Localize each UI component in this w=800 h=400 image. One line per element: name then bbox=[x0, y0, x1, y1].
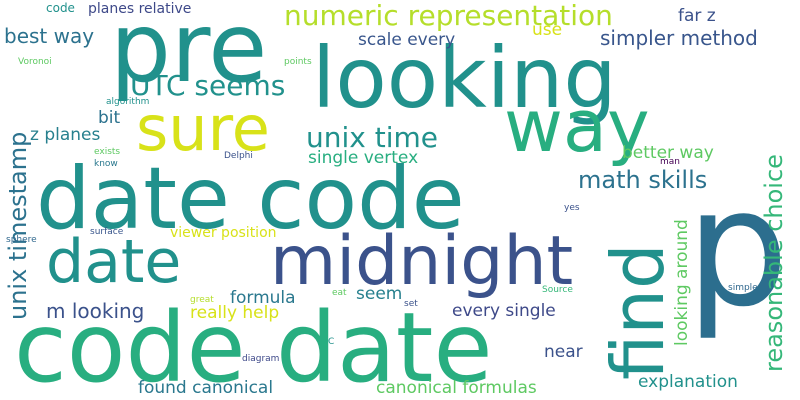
word-far-z: far z bbox=[678, 6, 716, 26]
word-math-skills: math skills bbox=[578, 166, 708, 194]
word-source: Source bbox=[542, 285, 573, 295]
word-reasonable-choice: reasonable choice bbox=[760, 154, 788, 372]
word-canonical-formulas: canonical formulas bbox=[376, 378, 537, 398]
word-c: C bbox=[328, 337, 335, 347]
word-sure: sure bbox=[136, 92, 270, 165]
word-scale-every: scale every bbox=[358, 30, 456, 50]
word-use: use bbox=[532, 20, 563, 40]
word-code-date: code date bbox=[14, 292, 493, 400]
word-m-looking: m looking bbox=[46, 299, 145, 323]
word-know: know bbox=[94, 159, 118, 169]
word-set: set bbox=[404, 299, 418, 309]
word-code: code bbox=[46, 1, 75, 15]
word-every-single: every single bbox=[452, 301, 556, 321]
word-seem: seem bbox=[356, 284, 403, 304]
word-diagram: diagram bbox=[242, 354, 280, 364]
word-date-code: date code bbox=[36, 149, 465, 249]
word-simpler-method: simpler method bbox=[600, 26, 758, 50]
word-pre: pre bbox=[110, 0, 268, 104]
word-looking: looking bbox=[312, 29, 617, 127]
word-eat: eat bbox=[332, 288, 347, 298]
word-better-way: better way bbox=[622, 143, 714, 163]
word-p: p bbox=[686, 155, 789, 343]
word-best-way: best way bbox=[4, 24, 95, 48]
word-midnight: midnight bbox=[270, 222, 574, 301]
word-found-canonical: found canonical bbox=[138, 378, 274, 398]
word-voronoi: Voronoi bbox=[18, 57, 52, 67]
word-points: points bbox=[284, 57, 312, 67]
word-find: find bbox=[596, 243, 680, 380]
word-algorithm: algorithm bbox=[106, 97, 150, 107]
word-date: date bbox=[46, 227, 182, 297]
word-single-vertex: single vertex bbox=[308, 148, 419, 168]
word-bit: bit bbox=[98, 108, 121, 128]
word-looking-around: looking around bbox=[672, 219, 692, 346]
word-viewer-position: viewer position bbox=[170, 225, 277, 241]
word-great: great bbox=[190, 295, 214, 305]
word-z-planes: z planes bbox=[30, 125, 101, 145]
word-unix-time: unix time bbox=[306, 121, 439, 154]
word-yes: yes bbox=[564, 203, 580, 213]
word-way: way bbox=[504, 84, 650, 168]
word-planes-relative: planes relative bbox=[88, 1, 192, 17]
word-explanation: explanation bbox=[638, 372, 738, 392]
word-near: near bbox=[544, 342, 583, 362]
word-utc-seems: UTC seems bbox=[130, 69, 286, 102]
word-formula: formula bbox=[230, 288, 296, 308]
word-exists: exists bbox=[94, 147, 121, 157]
word-surface: surface bbox=[90, 227, 124, 237]
word-simple: simple bbox=[728, 283, 758, 293]
word-sphere: sphere bbox=[6, 235, 37, 245]
word-delphi: Delphi bbox=[224, 151, 253, 161]
word-unix-timestamp: unix timestamp bbox=[4, 131, 32, 320]
word-numeric-representation: numeric representation bbox=[284, 0, 613, 32]
word-really-help: really help bbox=[190, 303, 280, 323]
word-man: man bbox=[660, 157, 680, 167]
